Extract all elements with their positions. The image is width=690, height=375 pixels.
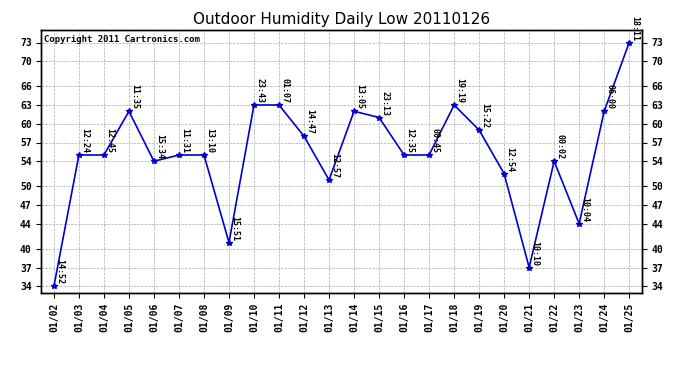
Text: 13:10: 13:10 (205, 128, 214, 153)
Text: 12:54: 12:54 (505, 147, 514, 172)
Text: 11:31: 11:31 (180, 128, 189, 153)
Title: Outdoor Humidity Daily Low 20110126: Outdoor Humidity Daily Low 20110126 (193, 12, 490, 27)
Text: 14:52: 14:52 (55, 260, 64, 284)
Text: 01:07: 01:07 (280, 78, 289, 103)
Text: 15:51: 15:51 (230, 216, 239, 241)
Text: 15:34: 15:34 (155, 134, 164, 159)
Text: 14:47: 14:47 (305, 110, 314, 134)
Text: 11:35: 11:35 (130, 84, 139, 109)
Text: 12:57: 12:57 (331, 153, 339, 178)
Text: 12:24: 12:24 (80, 128, 89, 153)
Text: Copyright 2011 Cartronics.com: Copyright 2011 Cartronics.com (44, 35, 200, 44)
Text: 00:45: 00:45 (431, 128, 440, 153)
Text: 19:19: 19:19 (455, 78, 464, 103)
Text: 10:04: 10:04 (580, 197, 589, 222)
Text: 10:10: 10:10 (531, 241, 540, 266)
Text: 00:02: 00:02 (555, 134, 564, 159)
Text: 12:35: 12:35 (405, 128, 414, 153)
Text: 12:45: 12:45 (105, 128, 114, 153)
Text: 06:00: 06:00 (605, 84, 614, 109)
Text: 13:05: 13:05 (355, 84, 364, 109)
Text: 15:22: 15:22 (480, 103, 489, 128)
Text: 18:11: 18:11 (631, 16, 640, 40)
Text: 23:13: 23:13 (380, 91, 389, 116)
Text: 23:43: 23:43 (255, 78, 264, 103)
